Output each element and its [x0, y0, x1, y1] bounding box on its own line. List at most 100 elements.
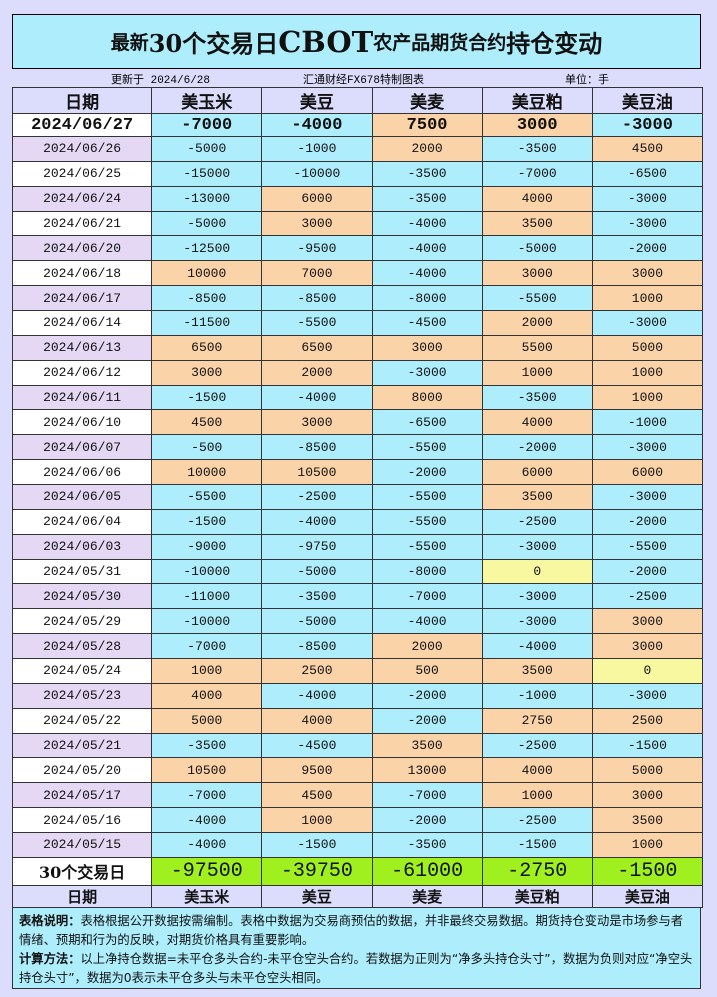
value-cell: -9750 [261, 533, 373, 560]
value-cell: 1000 [591, 285, 704, 312]
col-header: 美玉米 [151, 884, 263, 908]
col-header: 美玉米 [151, 87, 263, 114]
value-cell: 2000 [371, 633, 483, 660]
value-cell: 9500 [261, 757, 373, 784]
value-cell: -2750 [481, 856, 593, 886]
date-cell: 2024/06/13 [11, 334, 153, 361]
value-cell: -1500 [261, 832, 373, 858]
date-cell: 2024/05/21 [11, 732, 153, 759]
col-header: 日期 [11, 87, 153, 114]
value-cell: -6500 [371, 409, 483, 436]
value-cell: 4000 [481, 185, 593, 212]
value-cell: 1000 [481, 359, 593, 386]
value-cell: -4500 [261, 732, 373, 759]
source-label: 汇通财经FX678特制图表 [303, 75, 425, 87]
subinfo: 更新于 2024/6/28 汇通财经FX678特制图表 单位：手 [12, 69, 701, 87]
table-row: 30个交易日 -97500 -39750 -61000 -2750 -1500 [11, 856, 704, 886]
value-cell: -1000 [481, 682, 593, 709]
value-cell: -9500 [261, 235, 373, 262]
value-cell: -5000 [151, 210, 263, 237]
value-cell: 0 [591, 658, 704, 684]
value-cell: -8500 [261, 633, 373, 660]
value-cell: 3000 [591, 260, 704, 287]
value-cell: 13000 [371, 757, 483, 784]
value-cell: -5500 [371, 434, 483, 461]
value-cell: 10500 [261, 459, 373, 486]
value-cell: -7000 [371, 782, 483, 809]
value-cell: -61000 [371, 856, 483, 886]
value-cell: 3500 [591, 807, 704, 834]
col-header: 美麦 [371, 87, 483, 114]
value-cell: -3500 [371, 832, 483, 858]
value-cell: 6000 [261, 185, 373, 212]
table-row: 2024/05/30 -11000 -3500 -7000 -3000 -2500 [11, 583, 704, 610]
value-cell: -2000 [591, 235, 704, 262]
date-cell: 2024/05/31 [11, 558, 153, 585]
value-cell: -10000 [151, 608, 263, 635]
date-cell: 2024/06/20 [11, 235, 153, 262]
value-cell: -8500 [261, 434, 373, 461]
value-cell: -2500 [481, 732, 593, 759]
value-cell: 4000 [151, 682, 263, 709]
date-cell: 2024/05/30 [11, 583, 153, 610]
date-cell: 2024/06/17 [11, 285, 153, 312]
value-cell: -4000 [261, 682, 373, 709]
date-cell: 2024/05/17 [11, 782, 153, 809]
value-cell: -1500 [591, 732, 704, 759]
value-cell: -4000 [371, 260, 483, 287]
value-cell: 6500 [151, 334, 263, 361]
table-row: 2024/06/17 -8500 -8500 -8000 -5500 1000 [11, 285, 704, 312]
date-cell: 2024/06/11 [11, 384, 153, 411]
value-cell: -7000 [371, 583, 483, 610]
value-cell: 5500 [481, 334, 593, 361]
value-cell: -3000 [591, 113, 704, 137]
col-header: 美豆油 [591, 87, 704, 114]
date-cell: 2024/06/14 [11, 310, 153, 336]
value-cell: -7000 [151, 782, 263, 809]
value-cell: -8000 [371, 285, 483, 312]
value-cell: 10500 [151, 757, 263, 784]
value-cell: -1500 [151, 508, 263, 535]
value-cell: -3500 [261, 583, 373, 610]
notes: 表格说明：表格根据公开数据按需编制。表格中数据为交易商预估的数据，并非最终交易数… [12, 907, 701, 989]
value-cell: 3000 [261, 409, 373, 436]
table-row: 2024/05/23 4000 -4000 -2000 -1000 -3000 [11, 682, 704, 709]
value-cell: -2500 [481, 807, 593, 834]
value-cell: -4000 [371, 210, 483, 237]
table-row: 2024/06/10 4500 3000 -6500 4000 -1000 [11, 409, 704, 436]
table-row: 2024/06/13 6500 6500 3000 5500 5000 [11, 334, 704, 361]
col-header: 日期 [11, 884, 153, 908]
table-row: 2024/06/04 -1500 -4000 -5500 -2500 -2000 [11, 508, 704, 535]
value-cell: 5000 [591, 757, 704, 784]
value-cell: 5000 [151, 707, 263, 734]
table-row: 2024/05/21 -3500 -4500 3500 -2500 -1500 [11, 732, 704, 759]
date-cell: 2024/05/24 [11, 658, 153, 684]
value-cell: 3000 [481, 260, 593, 287]
header-row: 日期 美玉米 美豆 美麦 美豆粕 美豆油 [11, 87, 704, 114]
value-cell: 3000 [151, 359, 263, 386]
value-cell: -7000 [481, 160, 593, 187]
value-cell: 2500 [591, 707, 704, 734]
value-cell: -1500 [591, 856, 704, 886]
value-cell: 1000 [591, 832, 704, 858]
value-cell: -3500 [151, 732, 263, 759]
value-cell: -3500 [371, 185, 483, 212]
value-cell: -2000 [371, 682, 483, 709]
value-cell: 10000 [151, 260, 263, 287]
value-cell: -3000 [591, 484, 704, 510]
value-cell: 2750 [481, 707, 593, 734]
value-cell: 3000 [591, 608, 704, 635]
value-cell: 3000 [481, 113, 593, 137]
col-header: 美豆油 [591, 884, 704, 908]
table-row: 2024/05/17 -7000 4500 -7000 1000 3000 [11, 782, 704, 809]
value-cell: -2000 [371, 459, 483, 486]
value-cell: -5500 [591, 533, 704, 560]
value-cell: -8000 [371, 558, 483, 585]
col-header: 美豆粕 [481, 884, 593, 908]
value-cell: -5500 [371, 533, 483, 560]
value-cell: 1000 [591, 384, 704, 411]
value-cell: -4000 [371, 608, 483, 635]
value-cell: -5000 [261, 608, 373, 635]
table-row: 2024/06/12 3000 2000 -3000 1000 1000 [11, 359, 704, 386]
date-cell: 2024/06/18 [11, 260, 153, 287]
